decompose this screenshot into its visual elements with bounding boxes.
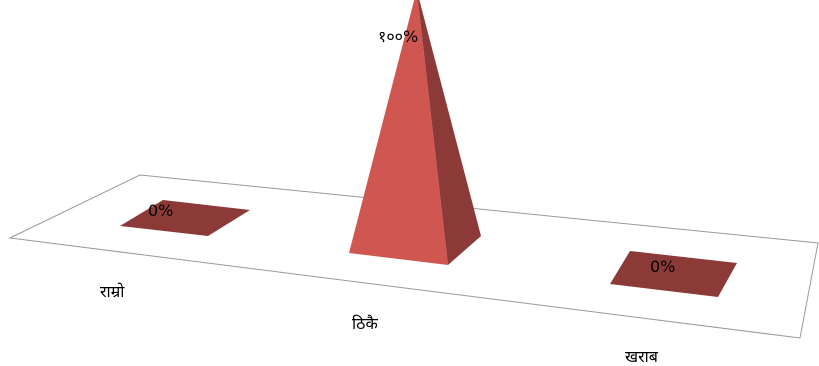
chart-floor <box>8 174 819 339</box>
pyramid-base-2 <box>610 251 737 297</box>
category-label: खराब <box>625 347 659 366</box>
category-label: राम्रो <box>100 282 125 301</box>
pyramid-front-face <box>349 0 448 265</box>
category-label: ठिकै <box>352 314 378 333</box>
pyramid-side-face <box>417 0 481 265</box>
chart-marks <box>120 0 737 297</box>
data-label: 0% <box>148 201 173 220</box>
pyramid-base-0 <box>120 200 250 236</box>
data-label: 0% <box>650 257 675 276</box>
data-label: १००% <box>378 27 418 46</box>
